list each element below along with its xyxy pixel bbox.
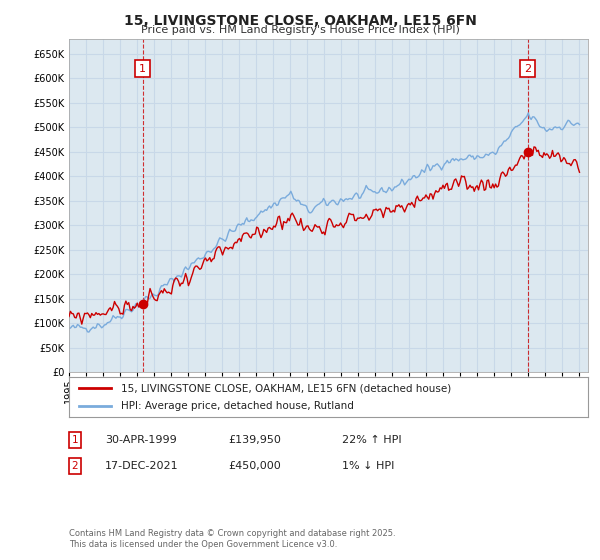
Text: Contains HM Land Registry data © Crown copyright and database right 2025.
This d: Contains HM Land Registry data © Crown c… xyxy=(69,529,395,549)
Text: 22% ↑ HPI: 22% ↑ HPI xyxy=(342,435,401,445)
Text: 30-APR-1999: 30-APR-1999 xyxy=(105,435,177,445)
Text: £450,000: £450,000 xyxy=(228,461,281,471)
Text: HPI: Average price, detached house, Rutland: HPI: Average price, detached house, Rutl… xyxy=(121,401,354,411)
Text: 1% ↓ HPI: 1% ↓ HPI xyxy=(342,461,394,471)
Text: 15, LIVINGSTONE CLOSE, OAKHAM, LE15 6FN: 15, LIVINGSTONE CLOSE, OAKHAM, LE15 6FN xyxy=(124,14,476,28)
Text: 17-DEC-2021: 17-DEC-2021 xyxy=(105,461,179,471)
Text: £139,950: £139,950 xyxy=(228,435,281,445)
Text: 1: 1 xyxy=(139,64,146,73)
Text: 2: 2 xyxy=(524,64,532,73)
Text: Price paid vs. HM Land Registry's House Price Index (HPI): Price paid vs. HM Land Registry's House … xyxy=(140,25,460,35)
Text: 15, LIVINGSTONE CLOSE, OAKHAM, LE15 6FN (detached house): 15, LIVINGSTONE CLOSE, OAKHAM, LE15 6FN … xyxy=(121,383,451,393)
Text: 2: 2 xyxy=(71,461,79,471)
Text: 1: 1 xyxy=(71,435,79,445)
